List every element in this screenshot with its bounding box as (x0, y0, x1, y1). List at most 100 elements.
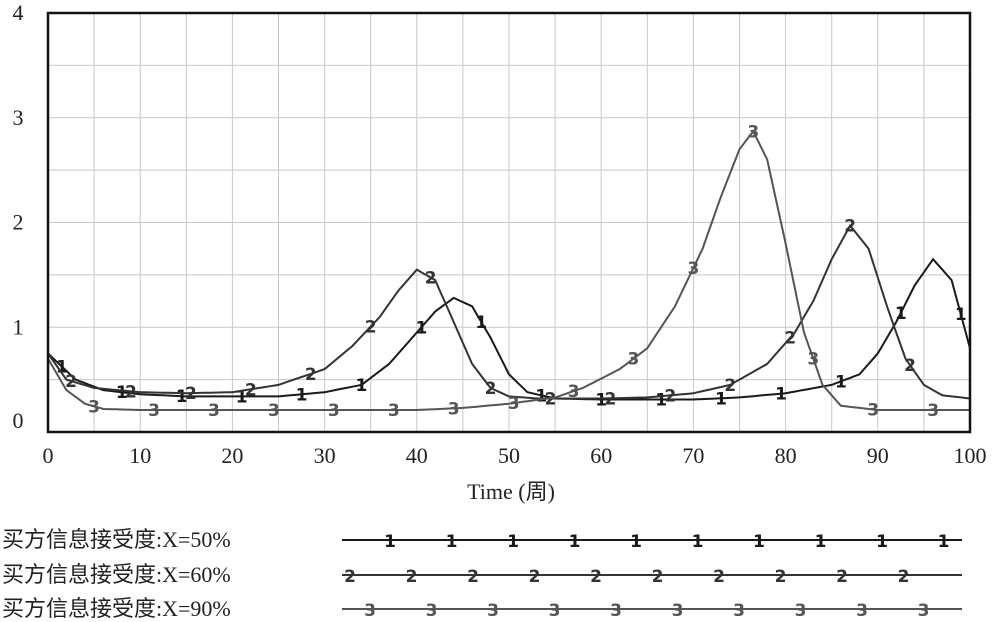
series-marker-1: 1 (296, 385, 308, 405)
legend-marker-3: 3 (426, 601, 438, 621)
legend-marker-2: 2 (529, 567, 541, 587)
series-marker-3: 3 (508, 394, 520, 414)
series-marker-3: 3 (747, 122, 759, 142)
series-marker-1: 1 (535, 386, 547, 406)
x-tick-label: 40 (406, 443, 428, 468)
legend-marker-2: 2 (775, 567, 787, 587)
legend-marker-1: 1 (384, 532, 396, 552)
series-marker-3: 3 (148, 401, 160, 421)
series-marker-2: 2 (425, 268, 437, 288)
series-marker-3: 3 (927, 401, 939, 421)
x-axis-ticks: 0 10 20 30 40 50 60 70 80 90 100 (43, 443, 987, 468)
series-line-1 (47, 257, 971, 401)
series-line-2 (47, 223, 971, 400)
legend-marker-2: 2 (467, 567, 479, 587)
series-marker-3: 3 (568, 382, 580, 402)
series-marker-2: 2 (125, 382, 137, 402)
series-marker-1: 1 (835, 372, 847, 392)
series-marker-2: 2 (664, 386, 676, 406)
series-marker-2: 2 (245, 380, 257, 400)
series-marker-1: 1 (356, 376, 368, 396)
series-marker-1: 1 (116, 383, 128, 403)
legend-marker-3: 3 (672, 601, 684, 621)
x-tick-label: 50 (498, 443, 520, 468)
legend-marker-2: 2 (898, 567, 910, 587)
series-marker-2: 2 (724, 376, 736, 396)
series-marker-1: 1 (415, 318, 427, 338)
series-marker-2: 2 (904, 356, 916, 376)
series-marker-3: 3 (388, 401, 400, 421)
legend-marker-3: 3 (549, 601, 561, 621)
series-marker-1: 1 (176, 387, 188, 407)
grid (48, 13, 970, 432)
series-line-3 (47, 129, 970, 411)
x-tick-label: 70 (682, 443, 704, 468)
x-tick-label: 20 (221, 443, 243, 468)
series-marker-3: 3 (448, 399, 460, 419)
x-tick-label: 80 (775, 443, 797, 468)
x-tick-label: 0 (43, 443, 54, 468)
series-marker-1: 1 (56, 358, 68, 378)
series-marker-2: 2 (365, 318, 377, 338)
x-tick-label: 90 (867, 443, 889, 468)
legend-label-1: 买方信息接受度:X=50% (2, 527, 231, 552)
y-tick-label: 4 (13, 0, 24, 25)
x-tick-label: 60 (590, 443, 612, 468)
legend-marker-3: 3 (364, 601, 376, 621)
legend-marker-2: 2 (344, 567, 356, 587)
series-marker-3: 3 (687, 259, 699, 279)
series-marker-2: 2 (545, 389, 557, 409)
x-axis-label: Time (周) (467, 479, 555, 504)
series-marker-1: 1 (955, 305, 967, 325)
series-marker-1: 1 (775, 385, 787, 405)
series-marker-2: 2 (485, 379, 497, 399)
series-marker-3: 3 (328, 401, 340, 421)
series-marker-3: 3 (208, 401, 220, 421)
series-marker-2: 2 (604, 389, 616, 409)
series-marker-2: 2 (844, 217, 856, 237)
series-marker-3: 3 (807, 350, 819, 370)
y-tick-label: 2 (13, 210, 24, 235)
legend-marker-2: 2 (652, 567, 664, 587)
legend-marker-3: 3 (610, 601, 622, 621)
series-marker-3: 3 (88, 397, 100, 417)
y-tick-label: 3 (13, 105, 24, 130)
legend-marker-3: 3 (733, 601, 745, 621)
legend-marker-2: 2 (713, 567, 725, 587)
series-marker-1: 1 (236, 387, 248, 407)
series-marker-2: 2 (784, 329, 796, 349)
x-tick-label: 10 (129, 443, 151, 468)
legend-marker-2: 2 (590, 567, 602, 587)
legend-marker-2: 2 (406, 567, 418, 587)
y-tick-label: 0 (13, 408, 24, 433)
series-marker-3: 3 (628, 350, 640, 370)
y-tick-label: 1 (13, 314, 24, 339)
x-tick-label: 100 (954, 443, 987, 468)
legend-marker-1: 1 (630, 532, 642, 552)
series-marker-1: 1 (595, 391, 607, 411)
series-marker-1: 1 (895, 304, 907, 324)
legend: 买方信息接受度:X=50% 1 1 1 1 1 1 1 1 1 1 买方信息接受度:X=60% 2 2 2 2… (2, 527, 962, 621)
legend-marker-1: 1 (692, 532, 704, 552)
x-tick-label: 30 (314, 443, 336, 468)
series-marker-2: 2 (65, 372, 77, 392)
plot-frame (46, 11, 972, 434)
y-axis-ticks: 0 1 2 3 4 (13, 0, 24, 433)
series-marker-1: 1 (655, 391, 667, 411)
series-marker-1: 1 (715, 389, 727, 409)
series-marker-1: 1 (475, 313, 487, 333)
legend-label-3: 买方信息接受度:X=90% (2, 596, 231, 621)
legend-marker-3: 3 (918, 601, 930, 621)
series-marker-2: 2 (305, 365, 317, 385)
legend-marker-1: 1 (876, 532, 888, 552)
legend-label-2: 买方信息接受度:X=60% (2, 562, 231, 587)
series-marker-3: 3 (268, 401, 280, 421)
legend-marker-1: 1 (446, 532, 458, 552)
legend-marker-3: 3 (487, 601, 499, 621)
legend-marker-1: 1 (753, 532, 765, 552)
legend-marker-1: 1 (569, 532, 581, 552)
legend-marker-1: 1 (938, 532, 950, 552)
legend-marker-3: 3 (795, 601, 807, 621)
